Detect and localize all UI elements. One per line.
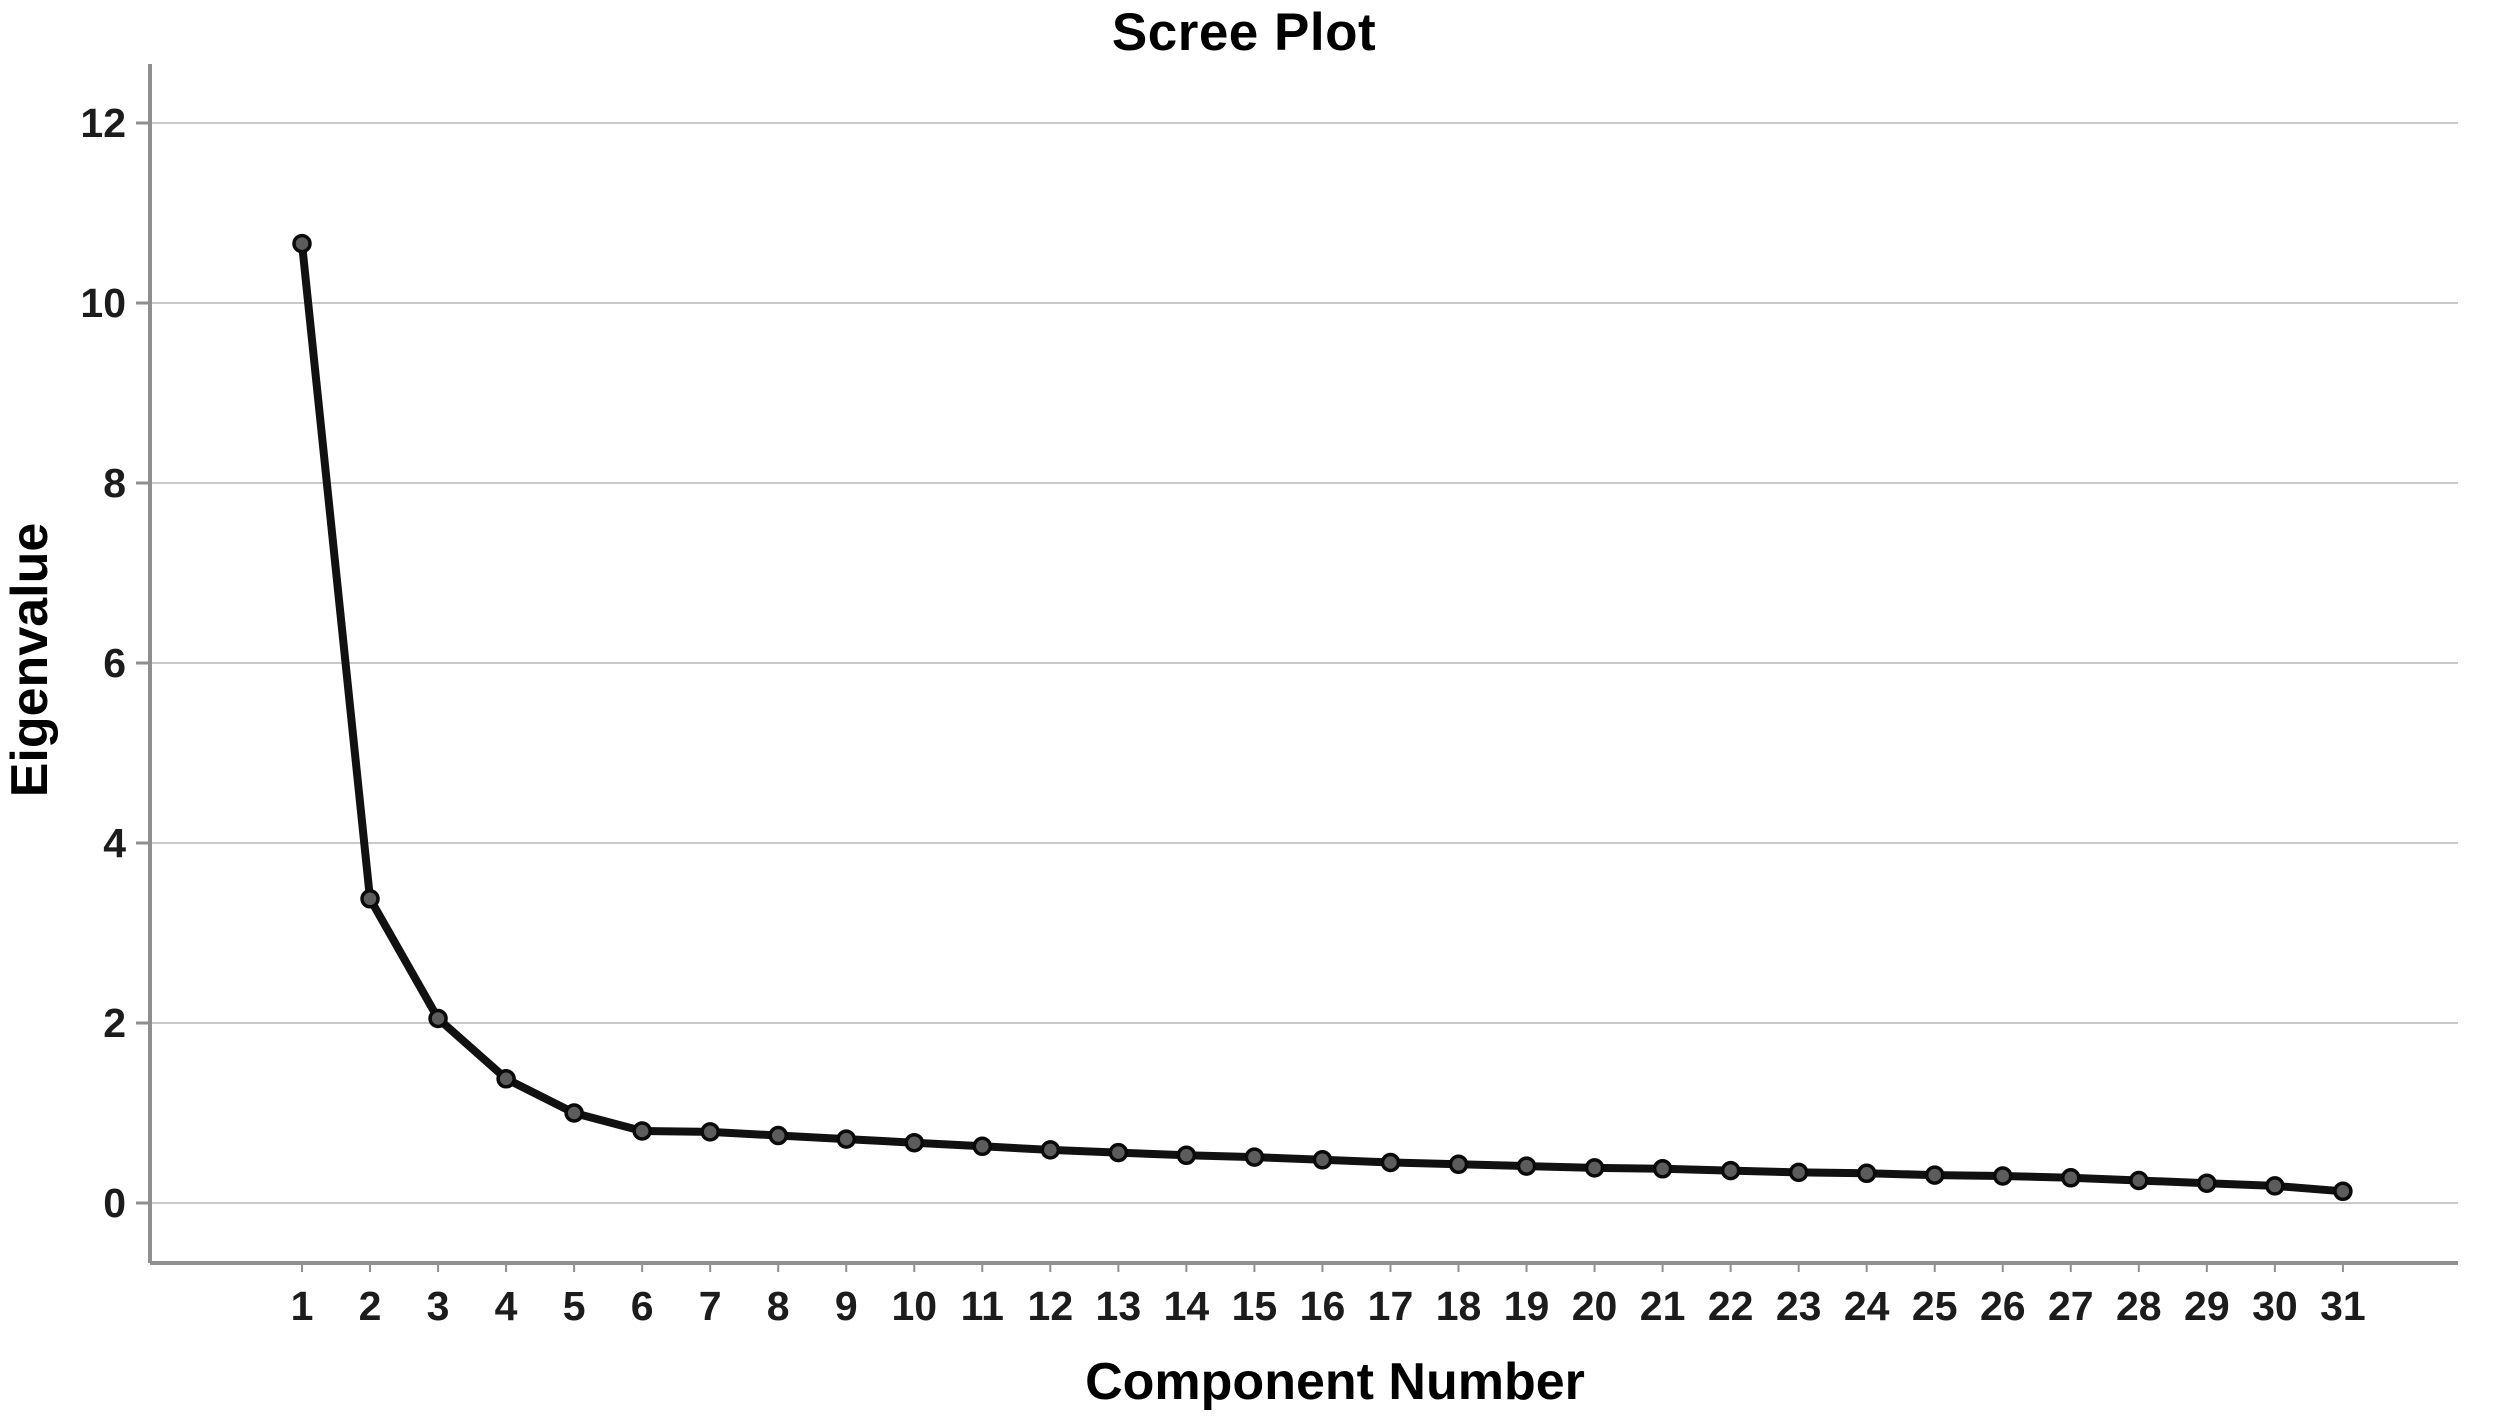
y-tick-label: 6 <box>103 640 126 686</box>
data-point <box>836 1129 856 1149</box>
x-tick-label: 1 <box>291 1283 314 1329</box>
x-tick-label: 9 <box>835 1283 858 1329</box>
data-point <box>1244 1147 1265 1167</box>
y-tick-labels: 0 2 4 6 8 10 12 <box>80 100 126 1226</box>
x-tick-label: 13 <box>1096 1283 1142 1329</box>
data-point <box>564 1103 584 1123</box>
data-point <box>292 233 312 254</box>
x-tick-label: 12 <box>1028 1283 1074 1329</box>
data-point <box>632 1121 652 1141</box>
x-tick-label: 18 <box>1436 1283 1482 1329</box>
data-point <box>1448 1154 1469 1175</box>
data-point <box>972 1136 993 1157</box>
x-tick-label: 23 <box>1776 1283 1822 1329</box>
data-point <box>1720 1160 1741 1181</box>
data-point <box>1924 1165 1945 1185</box>
x-tick-label: 5 <box>563 1283 586 1329</box>
y-tick-label: 0 <box>103 1180 126 1226</box>
x-tick-label: 15 <box>1232 1283 1278 1329</box>
x-tick-label: 2 <box>359 1283 382 1329</box>
y-tick-label: 10 <box>80 280 126 326</box>
data-point <box>360 889 380 909</box>
x-tick-labels: 1 2 3 4 5 6 7 8 9 10 11 12 13 14 15 16 17 18 19 20 21 22 23 24 2… <box>291 1283 2366 1329</box>
x-tick-label: 10 <box>891 1283 937 1329</box>
x-tick-label: 6 <box>631 1283 654 1329</box>
gridlines <box>150 122 2458 1204</box>
data-point <box>1516 1156 1537 1176</box>
data-point <box>428 1008 448 1029</box>
x-tick-label: 27 <box>2048 1283 2094 1329</box>
x-tick-label: 8 <box>767 1283 790 1329</box>
x-tick-label: 20 <box>1572 1283 1618 1329</box>
x-tick-label: 17 <box>1368 1283 1414 1329</box>
data-point <box>1312 1150 1333 1170</box>
data-point <box>1380 1152 1401 1173</box>
x-tick-label: 16 <box>1300 1283 1346 1329</box>
x-tick-label: 3 <box>427 1283 450 1329</box>
x-tick-label: 21 <box>1640 1283 1686 1329</box>
x-tick-label: 26 <box>1980 1283 2026 1329</box>
data-point <box>1652 1159 1673 1179</box>
data-point <box>1584 1158 1605 1178</box>
y-tick-label: 8 <box>103 460 126 506</box>
y-tick-label: 12 <box>80 100 126 146</box>
x-axis-title: Component Number <box>1085 1353 1585 1411</box>
data-point <box>768 1125 788 1146</box>
x-tick-label: 4 <box>495 1283 518 1329</box>
eigenvalue-series-line <box>298 239 2347 1196</box>
data-point <box>2333 1181 2353 1202</box>
series-polyline <box>298 239 2347 1196</box>
data-point <box>700 1122 720 1142</box>
y-tick-label: 4 <box>103 820 126 866</box>
y-tick-label: 2 <box>103 1000 126 1046</box>
x-tick-label: 7 <box>699 1283 722 1329</box>
x-tick-label: 30 <box>2252 1283 2298 1329</box>
x-tick-label: 28 <box>2116 1283 2162 1329</box>
data-point <box>2197 1173 2217 1193</box>
chart-title: Scree Plot <box>1111 3 1377 62</box>
x-tick-label: 11 <box>961 1283 1004 1329</box>
x-tick-label: 29 <box>2184 1283 2230 1329</box>
data-point <box>1788 1162 1809 1183</box>
x-tick-label: 25 <box>1912 1283 1958 1329</box>
x-tick-label: 24 <box>1844 1283 1890 1329</box>
data-point <box>2061 1168 2081 1188</box>
data-point <box>1993 1166 2013 1186</box>
data-point <box>1040 1140 1061 1160</box>
eigenvalue-series-markers <box>292 233 2353 1202</box>
data-point <box>904 1132 925 1153</box>
data-point <box>496 1069 516 1089</box>
data-point <box>1856 1163 1877 1184</box>
data-point <box>2129 1170 2149 1191</box>
x-tick-label: 22 <box>1708 1283 1754 1329</box>
x-tick-label: 31 <box>2320 1283 2366 1329</box>
axis-ticks <box>136 121 2344 1272</box>
x-tick-label: 14 <box>1164 1283 1210 1329</box>
data-point <box>1108 1142 1129 1163</box>
data-point <box>1176 1145 1197 1166</box>
x-tick-label: 19 <box>1504 1283 1550 1329</box>
data-point <box>2265 1176 2285 1196</box>
